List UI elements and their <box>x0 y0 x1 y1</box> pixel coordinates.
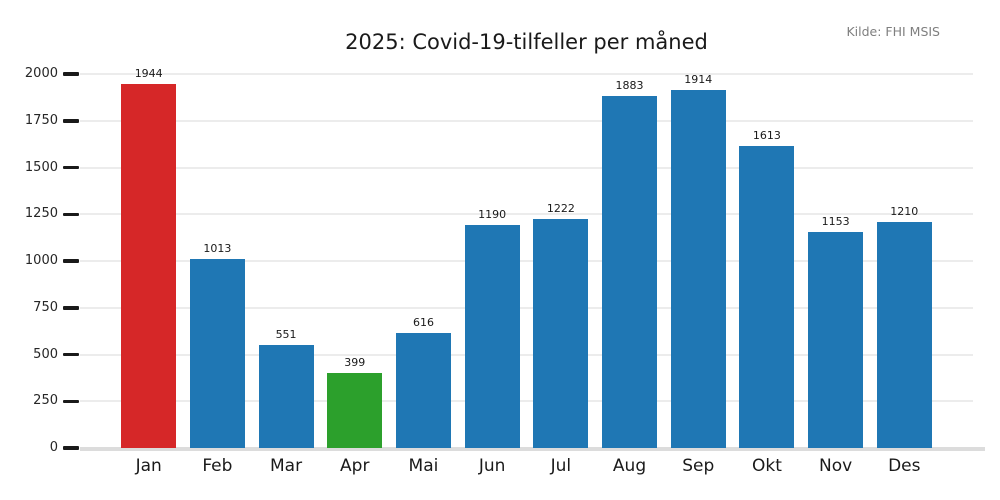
x-tick-label-sep: Sep <box>682 456 715 476</box>
y-tick-label: 750 <box>33 299 58 315</box>
bar-value-label-jun: 1190 <box>478 208 507 222</box>
y-gridline <box>80 260 973 262</box>
y-gridline <box>80 306 973 309</box>
y-tick-label: 1250 <box>24 206 58 222</box>
x-tick-label-apr: Apr <box>340 456 370 476</box>
bar-jun <box>464 225 520 448</box>
y-tick-label: 250 <box>33 393 58 409</box>
y-tick-mark <box>63 306 79 310</box>
y-tick-label: 500 <box>33 346 58 362</box>
bar-value-label-jul: 1222 <box>546 202 575 216</box>
y-tick-label: 0 <box>49 440 58 455</box>
y-tick-mark <box>63 399 79 403</box>
x-tick-label-jan: Jan <box>135 456 162 476</box>
y-gridline <box>80 400 973 403</box>
y-tick-mark <box>63 165 79 170</box>
y-tick-mark <box>63 259 79 263</box>
y-gridline <box>80 119 973 122</box>
bar-value-label-okt: 1613 <box>752 129 781 143</box>
chart-title: 2025: Covid-19-tilfeller per måned <box>345 30 708 54</box>
bar-des <box>876 221 932 448</box>
y-tick-mark <box>63 72 79 76</box>
y-gridline <box>80 353 973 356</box>
y-tick-label: 1500 <box>24 159 58 175</box>
bar-value-label-des: 1210 <box>890 204 919 218</box>
y-tick-label: 1750 <box>24 112 58 128</box>
x-tick-label-nov: Nov <box>819 456 853 476</box>
bar-value-label-apr: 399 <box>344 356 366 370</box>
bar-feb <box>189 258 245 448</box>
bar-sep <box>670 90 726 448</box>
x-tick-label-jun: Jun <box>478 456 506 476</box>
bar-value-label-sep: 1914 <box>684 73 713 87</box>
bar-value-label-mai: 616 <box>412 315 434 329</box>
y-tick-mark <box>63 446 79 450</box>
x-tick-label-aug: Aug <box>612 456 647 476</box>
source-label: Kilde: FHI MSIS <box>846 24 940 39</box>
y-tick-label: 2000 <box>24 66 58 81</box>
x-tick-label-okt: Okt <box>751 456 782 476</box>
bar-aug <box>602 95 657 448</box>
bar-value-label-aug: 1883 <box>615 78 644 92</box>
y-tick-mark <box>63 352 79 357</box>
bar-mai <box>395 332 451 448</box>
bar-mar <box>258 344 314 448</box>
bar-nov <box>808 232 864 448</box>
bar-okt <box>739 146 795 448</box>
x-tick-label-des: Des <box>888 456 921 476</box>
y-gridline <box>80 73 973 75</box>
x-axis-baseline <box>80 447 985 451</box>
y-tick-label: 1000 <box>24 253 58 268</box>
bar-jul <box>533 219 589 448</box>
y-tick-mark <box>63 119 79 123</box>
bar-value-label-feb: 1013 <box>203 241 232 255</box>
x-tick-label-feb: Feb <box>202 456 233 476</box>
x-tick-label-mar: Mar <box>270 456 303 476</box>
y-gridline <box>80 166 973 169</box>
x-tick-label-mai: Mai <box>408 456 439 476</box>
bar-value-label-jan: 1944 <box>134 67 163 81</box>
y-tick-mark <box>63 212 79 216</box>
bar-apr <box>327 373 383 448</box>
y-gridline <box>80 213 973 216</box>
x-tick-label-jul: Jul <box>550 456 572 476</box>
bar-jan <box>121 84 177 448</box>
bar-value-label-mar: 551 <box>275 327 297 341</box>
bar-value-label-nov: 1153 <box>821 215 850 229</box>
